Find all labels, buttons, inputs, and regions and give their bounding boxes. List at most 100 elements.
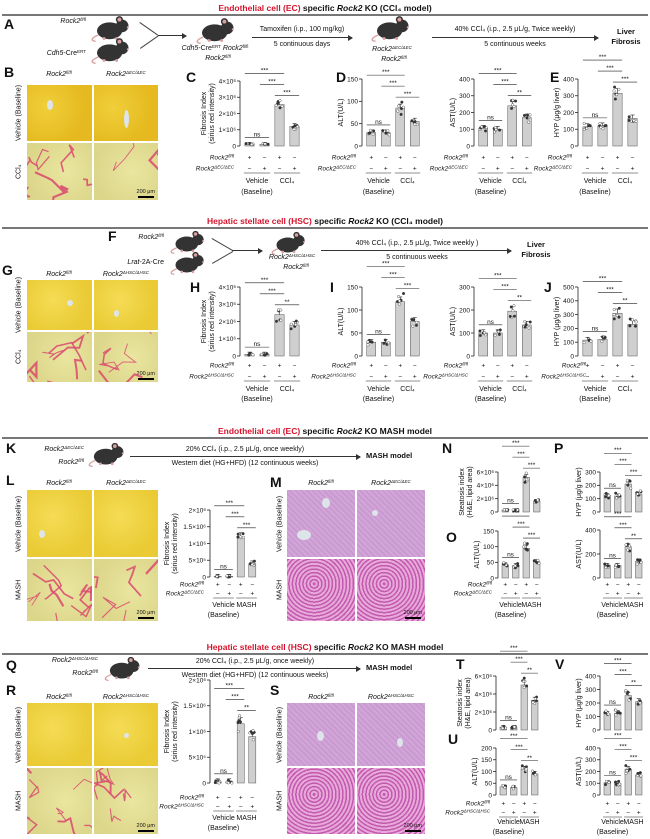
data-point <box>367 131 371 135</box>
genotype-sign: − <box>637 801 641 808</box>
data-point <box>614 491 618 495</box>
y-tick-label: 300 <box>459 93 470 100</box>
genotype-sign: − <box>514 582 518 589</box>
data-point <box>478 329 482 333</box>
data-point <box>617 306 621 310</box>
significance-label: *** <box>630 469 638 476</box>
data-point <box>387 341 391 345</box>
group-label: Vehicle <box>367 178 390 185</box>
y-tick-label: 150 <box>483 528 494 535</box>
data-point <box>512 304 516 308</box>
group-label: MASH <box>623 602 643 609</box>
genotype-sign: + <box>369 363 373 370</box>
genotype-row-label: Rock2fl/fl <box>444 362 469 370</box>
histology-image <box>27 280 92 330</box>
genotype-row-label: Rock2ΔEC/ΔEC <box>318 165 357 173</box>
genotype-sign: + <box>413 374 417 381</box>
genotype-row-label: Rock2ΔEC/ΔEC <box>430 165 469 173</box>
arrow <box>252 34 353 41</box>
genotype-row-label: Rock2fl/fl <box>332 154 357 162</box>
genotype-sign: + <box>601 166 605 173</box>
histology-image <box>357 490 425 557</box>
genotype-sign: + <box>263 166 267 173</box>
significance-label: *** <box>225 500 233 507</box>
collagen-strand <box>126 565 142 597</box>
y-tick-label: 0 <box>354 143 358 150</box>
significance-label: *** <box>382 261 390 268</box>
data-point <box>525 542 529 546</box>
y-tick-label: 100 <box>347 307 358 314</box>
data-point <box>292 127 296 131</box>
histology-image <box>94 85 158 141</box>
genotype-row-label: Rock2fl/fl <box>562 362 587 370</box>
column-label-flox: Rock2fl/fl <box>46 270 72 278</box>
y-tick-label: 2×10⁶ <box>477 496 495 503</box>
data-point <box>522 679 526 683</box>
y-tick-label: 50 <box>351 121 359 128</box>
panel-label: O <box>446 529 457 545</box>
significance-label: ns <box>505 774 513 781</box>
y-tick-label: 200 <box>585 551 596 558</box>
ccl4-treatment-label: 40% CCl₄ (i.p., 2.5 μL/g, Twice weekly ) <box>355 240 479 247</box>
bar <box>520 684 528 731</box>
genotype-sign: − <box>586 374 590 381</box>
collagen-strand <box>98 770 112 795</box>
genotype-sign: − <box>293 155 297 162</box>
diet-label: Western diet (HG+HFD) (12 continuous wee… <box>181 672 329 679</box>
y-tick-label: 5×10⁵ <box>189 755 207 762</box>
data-point <box>484 129 488 133</box>
genotype-row-label: Rock2ΔHSC/ΔHSC <box>445 809 490 817</box>
genotype-base: Rock2 <box>423 374 442 381</box>
significance-label: ** <box>517 295 523 302</box>
genotype-sign: + <box>398 155 402 162</box>
genotype-sign: + <box>605 801 609 808</box>
panel-label: U <box>448 731 458 747</box>
y-tick-label: 0 <box>592 727 596 734</box>
genotype-sign: + <box>263 374 267 381</box>
significance-label: ** <box>631 679 637 686</box>
y-axis-label: HYP (μg/g liver) <box>554 297 561 346</box>
data-point <box>370 340 374 344</box>
genotype-sign: + <box>535 591 539 598</box>
data-point <box>625 769 629 773</box>
collagen-strand <box>94 768 105 800</box>
significance-label: *** <box>517 521 525 528</box>
significance-label: *** <box>225 683 233 690</box>
genotype-sign: + <box>626 582 630 589</box>
genotype-sign: + <box>616 591 620 598</box>
group-label: MASH <box>236 602 256 609</box>
column-label-ko: Rock2ΔHSC/ΔHSC <box>367 693 415 701</box>
offspring-cre-label: Cdh5-CreERT Rock2fl/fl <box>181 44 249 52</box>
collagen-strand <box>48 583 65 607</box>
y-tick-label: 400 <box>459 76 470 83</box>
data-point <box>478 333 482 337</box>
data-point <box>601 127 605 131</box>
data-point <box>411 324 415 328</box>
genotype-superscript: fl/fl <box>198 581 205 586</box>
data-point <box>277 308 281 312</box>
data-point <box>614 713 618 717</box>
genotype-row-label: Rock2fl/fl <box>210 362 235 370</box>
genotype-sign: + <box>250 591 254 598</box>
genotype-sign: + <box>616 155 620 162</box>
genotype-superscript: fl/fl <box>350 154 357 159</box>
significance-label: *** <box>614 447 622 454</box>
significance-label: ** <box>631 533 637 540</box>
genotype-sign: + <box>250 804 254 811</box>
significance-label: ** <box>284 299 290 306</box>
bar <box>635 774 643 796</box>
histology-image: 200 μm <box>357 768 425 834</box>
collagen-strand <box>82 178 92 187</box>
genotype-base: Rock2 <box>189 374 208 381</box>
collagen-strand <box>101 596 131 619</box>
data-point <box>410 119 414 123</box>
outcome-label: Fibrosis <box>521 250 551 259</box>
significance-label: *** <box>261 277 269 284</box>
column-label-ko: Rock2ΔHSC/ΔHSC <box>102 270 150 278</box>
y-tick-label: 1×10⁶ <box>219 127 237 134</box>
data-point <box>366 340 370 344</box>
data-point <box>275 319 279 323</box>
